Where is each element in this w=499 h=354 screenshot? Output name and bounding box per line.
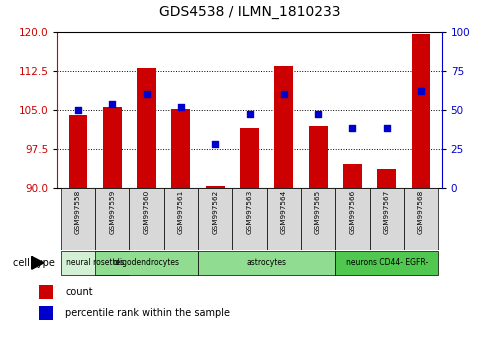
Text: cell type: cell type xyxy=(13,258,55,268)
Bar xyxy=(198,251,335,275)
Text: GSM997559: GSM997559 xyxy=(109,189,115,234)
Bar xyxy=(39,285,53,299)
Bar xyxy=(68,115,87,188)
Text: GSM997566: GSM997566 xyxy=(349,189,355,234)
Text: GSM997558: GSM997558 xyxy=(75,189,81,234)
Text: neural rosettes: neural rosettes xyxy=(66,258,124,267)
Bar xyxy=(164,188,198,250)
Bar xyxy=(240,128,259,188)
Text: percentile rank within the sample: percentile rank within the sample xyxy=(65,308,230,318)
Bar xyxy=(61,251,129,275)
Bar xyxy=(95,188,129,250)
Text: oligodendrocytes: oligodendrocytes xyxy=(114,258,180,267)
Bar xyxy=(233,188,266,250)
Text: GSM997568: GSM997568 xyxy=(418,189,424,234)
Bar xyxy=(39,306,53,320)
Point xyxy=(417,88,425,94)
Bar xyxy=(206,186,225,188)
Bar xyxy=(309,126,327,188)
Bar xyxy=(370,188,404,250)
Bar xyxy=(137,68,156,188)
Bar xyxy=(129,188,164,250)
Text: GSM997567: GSM997567 xyxy=(384,189,390,234)
Point xyxy=(143,91,151,97)
Point xyxy=(280,91,288,97)
Bar xyxy=(412,34,431,188)
Text: GSM997562: GSM997562 xyxy=(212,189,218,234)
Bar xyxy=(343,164,362,188)
Text: neurons CD44- EGFR-: neurons CD44- EGFR- xyxy=(346,258,428,267)
Bar xyxy=(274,65,293,188)
Point xyxy=(177,104,185,109)
Text: GSM997561: GSM997561 xyxy=(178,189,184,234)
Bar xyxy=(335,188,370,250)
Text: GSM997565: GSM997565 xyxy=(315,189,321,234)
Text: GSM997560: GSM997560 xyxy=(144,189,150,234)
Bar xyxy=(103,107,122,188)
Bar xyxy=(377,170,396,188)
Point xyxy=(74,107,82,113)
Point xyxy=(314,112,322,117)
Point xyxy=(211,141,219,147)
Bar xyxy=(266,188,301,250)
Point xyxy=(108,101,116,106)
Point xyxy=(348,126,356,131)
Text: GSM997564: GSM997564 xyxy=(281,189,287,234)
Point xyxy=(383,126,391,131)
Bar xyxy=(61,188,95,250)
Text: count: count xyxy=(65,287,93,297)
Text: GSM997563: GSM997563 xyxy=(247,189,252,234)
Text: GDS4538 / ILMN_1810233: GDS4538 / ILMN_1810233 xyxy=(159,5,340,19)
Point xyxy=(246,112,253,117)
Bar xyxy=(301,188,335,250)
FancyArrow shape xyxy=(32,256,44,269)
Bar xyxy=(172,109,190,188)
Bar xyxy=(335,251,438,275)
Bar xyxy=(404,188,438,250)
Bar xyxy=(95,251,198,275)
Bar xyxy=(198,188,233,250)
Text: astrocytes: astrocytes xyxy=(247,258,286,267)
